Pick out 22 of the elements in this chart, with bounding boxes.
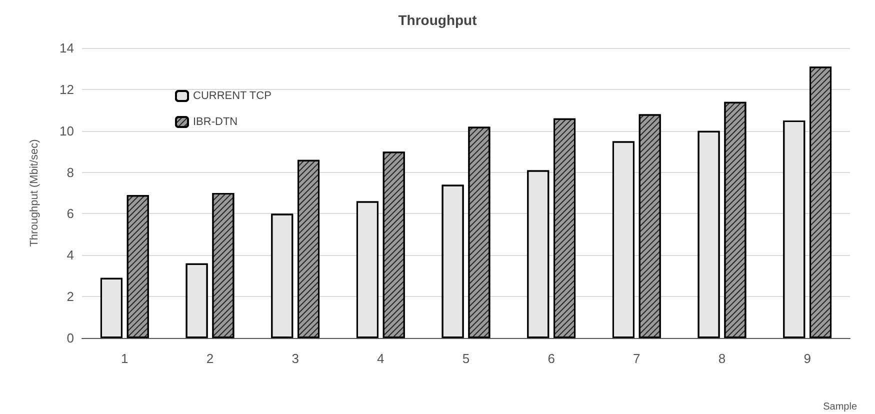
chart-title: Throughput — [398, 12, 478, 28]
y-tick-label: 8 — [66, 164, 74, 180]
x-tick-label: 6 — [548, 351, 555, 366]
x-tick-label: 1 — [121, 351, 128, 366]
legend-label: IBR-DTN — [193, 116, 238, 128]
y-tick-label: 10 — [60, 123, 74, 138]
x-tick-label: 4 — [377, 351, 384, 366]
y-tick-label: 6 — [66, 206, 74, 222]
y-tick-label: 4 — [66, 248, 74, 263]
x-tick-label: 3 — [292, 351, 299, 366]
y-axis-title: Throughput (Mbit/sec) — [28, 139, 40, 247]
x-tick-label: 5 — [462, 351, 470, 366]
y-tick-label: 2 — [66, 289, 74, 304]
y-tick-label: 0 — [66, 330, 74, 346]
legend-label: CURRENT TCP — [193, 90, 272, 102]
x-tick-label: 7 — [633, 351, 640, 366]
x-tick-label: 9 — [804, 351, 811, 366]
y-tick-label: 14 — [60, 40, 74, 56]
x-axis-title: Sample — [823, 402, 858, 412]
y-tick-label: 12 — [60, 82, 74, 97]
x-tick-label: 8 — [718, 351, 726, 366]
x-tick-label: 2 — [206, 351, 214, 366]
